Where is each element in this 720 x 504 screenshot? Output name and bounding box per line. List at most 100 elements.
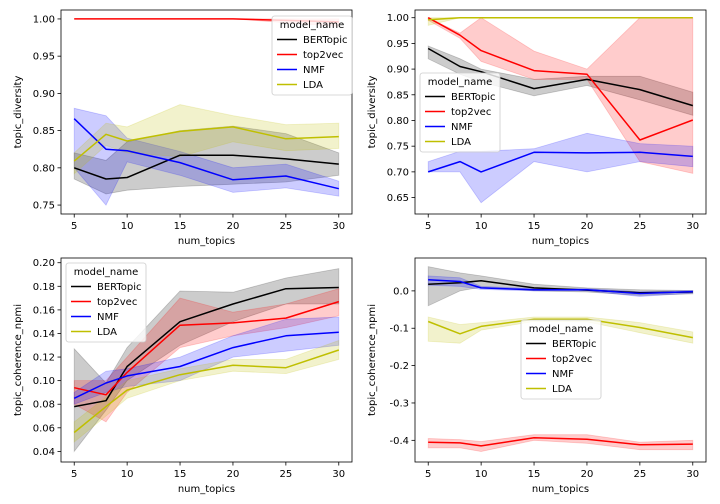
legend-entry-LDA: LDA (552, 384, 572, 395)
x-axis-label: num_topics (532, 236, 589, 247)
legend-title: model_name (74, 267, 139, 278)
x-tick-label: 25 (633, 469, 646, 480)
y-tick-label: 0.0 (393, 286, 409, 297)
legend-entry-NMF: NMF (451, 122, 473, 133)
legend-entry-NMF: NMF (97, 312, 119, 323)
series-line-LDA (73, 349, 340, 434)
axes-frame (60, 257, 353, 463)
legend-entry-top2vec: top2vec (451, 107, 491, 118)
y-axis-label: topic_diversity (367, 76, 378, 149)
legend-entry-NMF: NMF (303, 65, 325, 76)
y-tick-label: 0.85 (33, 126, 55, 137)
legend: model_name BERTopic top2vec NMF LDA (65, 262, 147, 343)
x-tick-label: 10 (121, 221, 134, 232)
y-tick-label: 0.20 (33, 258, 55, 269)
x-tick-label: 5 (71, 221, 77, 232)
chart-panel-3: 5 10 15 20 25 30 0.04 0.06 0.08 0.10 0.12 0.14 0.16 0… (13, 257, 353, 495)
y-tick-label: 0.90 (33, 89, 55, 100)
y-tick-label: 0.08 (33, 400, 55, 411)
y-tick-label: 0.85 (387, 90, 409, 101)
y-tick-label: -0.4 (389, 436, 409, 447)
x-tick-label: 20 (227, 469, 240, 480)
x-tick-label: 25 (633, 221, 646, 232)
x-tick-label: 25 (279, 469, 292, 480)
legend-entry-LDA: LDA (451, 137, 471, 148)
series-line-top2vec (428, 436, 693, 447)
legend-entry-LDA: LDA (303, 80, 323, 91)
band-NMF (73, 107, 340, 206)
x-tick-label: 5 (425, 221, 431, 232)
x-axis-label: num_topics (178, 236, 235, 247)
x-tick-label: 15 (174, 469, 187, 480)
x-tick-label: 30 (686, 221, 699, 232)
legend-entry-BERTopic: BERTopic (97, 282, 142, 293)
y-tick-label: 0.95 (387, 39, 409, 50)
x-tick-label: 10 (475, 221, 488, 232)
y-tick-label: 0.95 (33, 52, 55, 63)
y-tick-label: 0.75 (387, 142, 409, 153)
series-line-LDA (427, 318, 693, 339)
series-line-LDA (73, 126, 339, 162)
x-tick-label: 15 (528, 221, 541, 232)
plot-area (427, 266, 694, 452)
y-tick-label: 0.80 (33, 163, 55, 174)
legend-entry-top2vec: top2vec (97, 297, 137, 308)
legend-box (65, 262, 147, 343)
y-tick-label: 0.12 (33, 353, 55, 364)
legend-entry-BERTopic: BERTopic (552, 339, 597, 350)
x-tick-label: 25 (279, 221, 292, 232)
legend-title: model_name (529, 324, 594, 335)
series-line-NMF (427, 151, 693, 173)
axes-frame (60, 9, 353, 215)
y-axis-label: topic_coherence_npmi (13, 304, 24, 416)
y-tick-label: -0.2 (389, 361, 409, 372)
x-tick-label: 5 (71, 469, 77, 480)
x-axis-label: num_topics (532, 484, 589, 495)
series-line-NMF (73, 331, 339, 399)
legend-entry-LDA: LDA (97, 327, 117, 338)
series-line-BERTopic (427, 47, 694, 107)
y-tick-label: 0.16 (33, 305, 55, 316)
x-tick-label: 20 (581, 221, 594, 232)
plot-area (73, 268, 340, 453)
band-BERTopic (427, 266, 694, 307)
y-tick-label: 0.14 (33, 329, 55, 340)
y-tick-label: 0.10 (33, 376, 55, 387)
x-tick-label: 30 (332, 469, 345, 480)
axes-frame (414, 9, 707, 215)
y-tick-label: 0.90 (387, 65, 409, 76)
legend-box (520, 319, 602, 400)
plot-area (73, 18, 340, 206)
y-tick-label: 1.00 (33, 14, 55, 25)
y-axis-label: topic_coherence_npmi (367, 304, 378, 416)
x-tick-label: 30 (686, 469, 699, 480)
legend-title: model_name (428, 77, 493, 88)
legend-entry-BERTopic: BERTopic (303, 35, 348, 46)
series-line-top2vec (427, 17, 694, 141)
band-top2vec (427, 434, 694, 452)
band-LDA (73, 339, 340, 443)
series-line-BERTopic (74, 286, 339, 408)
legend-entry-top2vec: top2vec (303, 50, 343, 61)
legend: model_name BERTopic top2vec NMF LDA (419, 72, 501, 153)
axes-frame (414, 257, 707, 463)
x-tick-label: 10 (475, 469, 488, 480)
legend-title: model_name (280, 20, 345, 31)
series-line-LDA (428, 16, 693, 21)
y-axis-label: topic_diversity (13, 76, 24, 149)
series-line-BERTopic (73, 154, 339, 180)
chart-panel-1: 5 10 15 20 25 30 0.75 0.80 0.85 0.90 0.95 1.00 num_t… (13, 9, 353, 247)
legend: model_name BERTopic top2vec NMF LDA (520, 319, 602, 400)
y-tick-label: 0.06 (33, 423, 55, 434)
x-tick-label: 20 (227, 221, 240, 232)
series-line-BERTopic (428, 280, 693, 294)
y-tick-label: 0.04 (33, 447, 55, 458)
series-line-NMF (428, 278, 693, 295)
chart-panel-2: 5 10 15 20 25 30 0.65 0.70 0.75 0.80 0.85 0.90 0.95 1… (367, 9, 707, 247)
y-tick-label: 0.18 (33, 282, 55, 293)
y-tick-label: -0.3 (389, 398, 409, 409)
band-LDA (427, 316, 694, 344)
legend-entry-top2vec: top2vec (552, 354, 592, 365)
x-tick-label: 5 (425, 469, 431, 480)
